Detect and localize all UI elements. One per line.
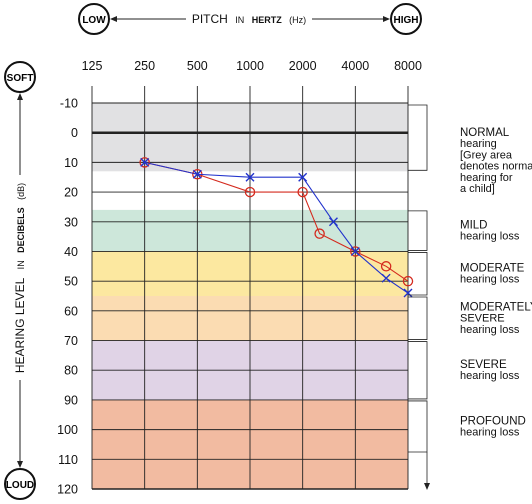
- zone-title: MODERATELY: [460, 301, 532, 313]
- y-tick-label: 80: [64, 364, 78, 378]
- high-badge: HIGH: [390, 3, 422, 35]
- x-tick-label: 2000: [289, 59, 317, 73]
- y-tick-label: 110: [58, 453, 78, 467]
- circle-marker: [350, 246, 361, 257]
- zone-title: PROFOUND: [460, 415, 526, 427]
- y-tick-label: -10: [60, 97, 78, 111]
- zone-bracket-2: [408, 252, 428, 296]
- y-tick-label: 100: [57, 423, 78, 437]
- zone-line: hearing: [460, 138, 497, 150]
- zone-line: hearing loss: [460, 231, 520, 243]
- x-tick-label: 250: [134, 59, 155, 73]
- x-tick-label: 8000: [394, 59, 422, 73]
- y-tick-label: 0: [71, 126, 78, 140]
- y-tick-label: 60: [64, 304, 78, 318]
- y-tick-label: 50: [64, 275, 78, 289]
- x-tick-label: 500: [187, 59, 208, 73]
- circle-marker: [139, 157, 150, 168]
- cross-marker: [328, 217, 338, 227]
- cross-marker: [245, 172, 255, 182]
- circle-marker: [402, 275, 414, 287]
- pitch-in: IN: [235, 15, 244, 25]
- x-tick-label: 125: [82, 59, 103, 73]
- zone-label-3: MODERATELY SEVERE hearing loss: [460, 301, 532, 335]
- zone-label-0: NORMAL hearing [Grey area denotes normal hea…: [460, 127, 532, 195]
- zone-line: [Grey area: [460, 149, 513, 161]
- zone-line: hearing for: [460, 172, 513, 184]
- zone-line: hearing loss: [460, 324, 520, 336]
- level-arrow: [17, 93, 23, 468]
- level-title: HEARING LEVEL IN DECIBELS (dB): [11, 183, 28, 373]
- soft-badge: SOFT: [4, 61, 36, 93]
- zone-title: MODERATE: [460, 263, 525, 275]
- zone-label-5: PROFOUND hearing loss: [460, 415, 526, 438]
- zone-label-1: MILD hearing loss: [460, 219, 520, 242]
- series-layer: [139, 157, 414, 298]
- loud-badge: LOUD: [4, 468, 36, 500]
- cross-marker: [350, 246, 360, 256]
- low-badge: LOW: [78, 3, 110, 35]
- zone-label-4: SEVERE hearing loss: [460, 359, 520, 382]
- low-label: LOW: [82, 15, 106, 26]
- soft-label: SOFT: [7, 73, 34, 84]
- zone-line: hearing loss: [460, 370, 520, 382]
- zone-bracket-3: [408, 296, 428, 340]
- x-tick-label: 4000: [341, 59, 369, 73]
- ticks-layer: -10 0 10 20 30 40 50 60 70 80 90 100 110 120 125 250 500…: [57, 59, 422, 497]
- zone-line: hearing loss: [460, 426, 520, 438]
- loud-label: LOUD: [6, 480, 34, 491]
- y-tick-label: 10: [64, 156, 78, 170]
- brackets-layer: NORMAL hearing [Grey area denotes normal hea…: [408, 104, 532, 490]
- series-line-circle: [144, 161, 409, 282]
- y-tick-label: 40: [64, 245, 78, 259]
- pitch-abbr: (Hz): [289, 15, 306, 25]
- zone-line: SEVERE: [460, 313, 505, 325]
- circle-marker: [380, 261, 392, 272]
- cross-marker: [192, 169, 202, 179]
- pitch-title: PITCH IN HERTZ (Hz): [192, 10, 306, 27]
- high-label: HIGH: [394, 15, 419, 26]
- zone-title: MILD: [460, 219, 487, 231]
- y-tick-label: 20: [64, 186, 78, 200]
- zone-bracket-5: [408, 400, 428, 453]
- zone-line: denotes normal: [460, 161, 532, 173]
- y-tick-label: 120: [57, 483, 78, 497]
- zone-title: NORMAL: [460, 127, 510, 139]
- grid-layer: [91, 86, 409, 490]
- circle-marker: [297, 186, 308, 198]
- profound-arrow-head: [424, 483, 430, 490]
- x-tick-label: 1000: [236, 59, 264, 73]
- y-tick-label: 90: [64, 393, 78, 407]
- zone-label-2: MODERATE hearing loss: [460, 263, 525, 286]
- zone-line: hearing loss: [460, 274, 520, 286]
- zone-title: SEVERE: [460, 359, 507, 371]
- zone-bracket-0: [408, 104, 428, 171]
- cross-marker: [403, 288, 413, 298]
- cross-marker: [298, 172, 308, 182]
- circle-marker: [314, 228, 325, 239]
- pitch-unit: HERTZ: [252, 15, 282, 25]
- series-line-cross: [144, 161, 409, 294]
- zone-bracket-1: [408, 210, 428, 251]
- cross-marker: [381, 273, 391, 283]
- level-unit: DECIBELS: [16, 207, 26, 253]
- level-abbr: (dB): [16, 183, 26, 200]
- pitch-arrow: [110, 16, 390, 22]
- y-tick-label: 70: [64, 334, 78, 348]
- circle-marker: [244, 186, 256, 198]
- level-in: IN: [16, 260, 26, 269]
- pitch-prefix: PITCH: [192, 12, 228, 26]
- y-tick-label: 30: [64, 215, 78, 229]
- zone-bracket-4: [408, 341, 428, 400]
- cross-marker: [140, 157, 150, 167]
- zone-line: a child]: [460, 183, 495, 195]
- level-main: HEARING LEVEL: [13, 277, 27, 373]
